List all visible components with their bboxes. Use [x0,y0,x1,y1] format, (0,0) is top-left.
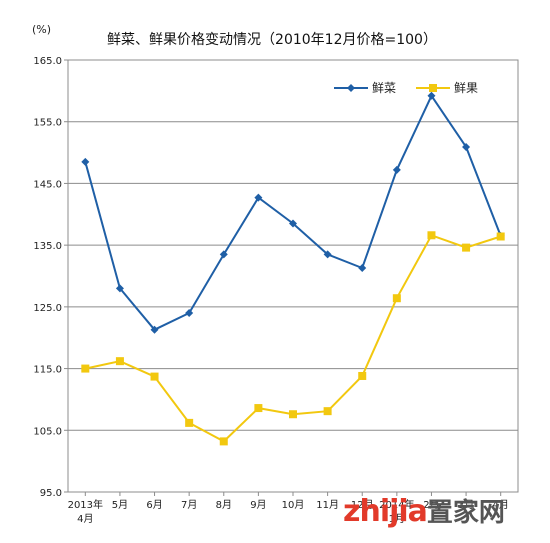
x-tick-label: 2月 [423,499,439,511]
data-point-fruits [185,418,194,427]
data-point-vegetables [150,325,159,334]
x-tick-label: 12月 [351,499,374,511]
legend-label-fruits: 鲜果 [454,81,478,95]
y-tick-label: 155.0 [33,118,62,129]
y-tick-label: 125.0 [33,303,62,314]
data-point-vegetables [392,165,401,174]
data-point-fruits [115,357,124,366]
data-point-vegetables [81,157,90,166]
y-tick-label: 165.0 [33,56,62,67]
data-point-fruits [219,437,228,446]
data-point-vegetables [323,250,332,259]
series-layer [81,91,505,446]
y-tick-label: 105.0 [33,426,62,437]
data-point-vegetables [462,143,471,152]
data-point-vegetables [219,250,228,259]
x-tick-label: 8月 [216,499,232,511]
x-tick-label: 2013年 4月 [68,498,103,525]
x-tick-label: 5月 [112,499,128,511]
data-point-vegetables [185,309,194,318]
x-tick-label: 6月 [146,499,162,511]
legend-marker-fruits [429,84,437,92]
data-point-fruits [150,372,159,381]
y-axis-ticks: 95.0 105.0 115.0 125.0 135.0 145.0 155.0 165.0 [33,56,68,499]
y-unit-label: (%) [32,23,51,36]
x-tick-label: 4月 [493,499,509,511]
data-point-vegetables [358,263,367,272]
x-tick-label: 7月 [181,499,197,511]
x-axis-ticks: 2013年 4月 5月 6月 7月 8月 9月 10月 11月 12月 2014年 1月 2月 3月 4月 [68,492,509,525]
x-tick-label: 11月 [316,499,339,511]
data-point-vegetables [289,219,297,228]
y-tick-label: 95.0 [40,488,62,499]
data-point-fruits [81,364,90,373]
x-tick-label: 3月 [458,499,474,511]
data-point-fruits [496,232,505,241]
data-point-vegetables [427,91,436,100]
data-point-vegetables [115,284,124,293]
data-point-fruits [358,371,367,380]
legend: 鲜菜 鲜果 [334,81,478,95]
y-tick-label: 145.0 [33,179,62,190]
data-point-vegetables [254,193,263,202]
legend-label-vegetables: 鲜菜 [372,81,396,95]
x-tick-label: 9月 [250,499,266,511]
x-tick-label: 10月 [282,499,305,511]
data-point-fruits [289,410,297,419]
data-point-fruits [392,294,401,303]
y-tick-label: 115.0 [33,365,62,376]
data-point-fruits [254,404,263,413]
x-tick-label: 2014年 1月 [379,498,414,525]
data-point-fruits [427,231,436,240]
data-point-fruits [462,243,471,252]
y-tick-label: 135.0 [33,241,62,252]
data-point-fruits [323,407,332,416]
series-line-vegetables [84,93,502,331]
chart-title: 鲜菜、鲜果价格变动情况（2010年12月价格=100） [107,32,437,48]
legend-marker-vegetables [347,84,355,92]
